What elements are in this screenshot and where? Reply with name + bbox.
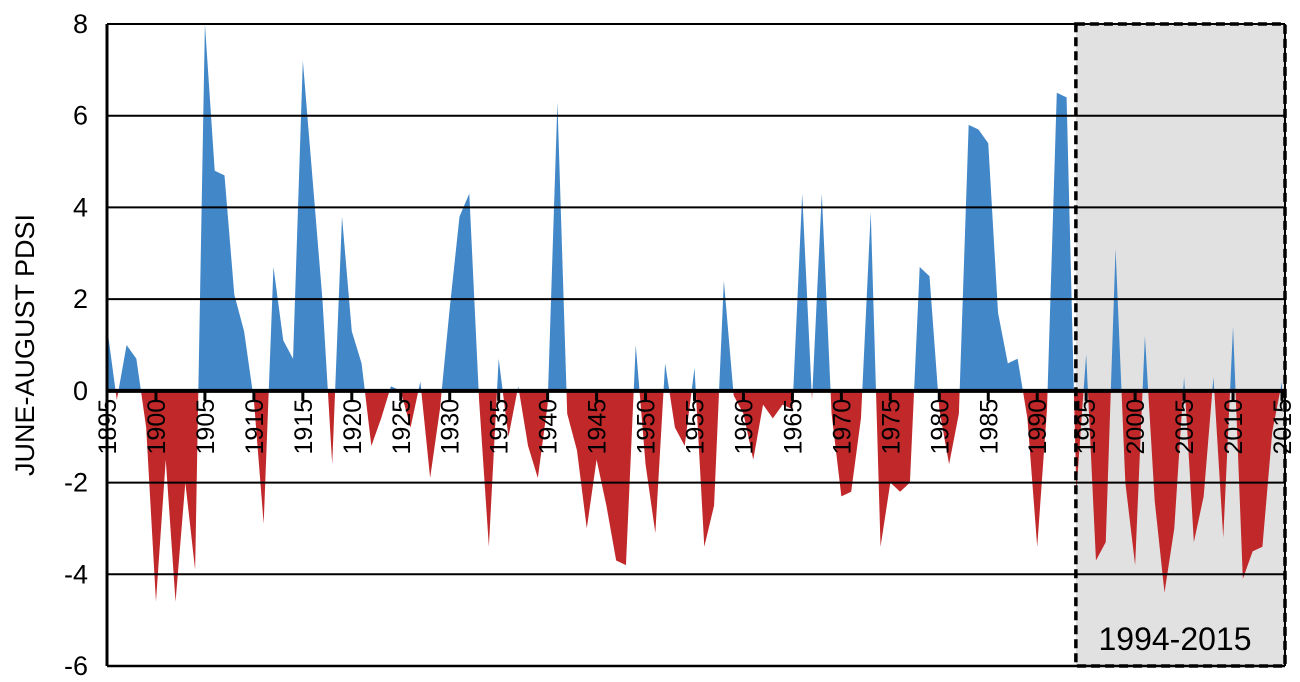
x-tick-label: 1940 [535,399,563,455]
x-tick-label: 1995 [1073,399,1101,455]
x-tick-label: 1970 [828,399,856,455]
x-tick-label: 1980 [926,399,954,455]
y-tick-label: 8 [73,9,88,39]
x-tick-label: 1985 [975,399,1003,455]
y-tick-label: 4 [73,192,88,222]
y-tick-label: 2 [73,284,88,314]
x-tick-label: 1955 [682,399,710,455]
x-tick-label: 1935 [486,399,514,455]
x-tick-label: 1895 [94,399,122,455]
x-tick-label: 1915 [290,399,318,455]
x-tick-label: 1925 [388,399,416,455]
x-axis-ticks: 1895 1900 1905 1910 1915 1920 1925 1930 1935 1940… [94,390,1297,455]
highlight-border [1074,22,1287,668]
x-tick-label: 1950 [633,399,661,455]
y-axis-label: JUNE-AUGUST PDSI [10,214,40,476]
y-axis-ticks: -6 -4 -2 0 2 4 6 8 [64,9,88,681]
highlight-period-label: 1994-2015 [1098,621,1251,657]
x-tick-label: 1930 [437,399,465,455]
y-tick-label: -4 [64,559,88,589]
x-tick-label: 1975 [877,399,905,455]
x-tick-label: 2005 [1171,399,1199,455]
y-tick-label: 0 [73,376,88,406]
x-tick-label: 1900 [143,399,171,455]
highlight-region [1075,24,1285,666]
x-tick-label: 1965 [779,399,807,455]
x-tick-label: 2010 [1220,399,1248,455]
x-tick-label: 1905 [192,399,220,455]
x-tick-label: 1960 [730,399,758,455]
y-tick-label: 6 [73,101,88,131]
x-tick-label: 2000 [1122,399,1150,455]
y-tick-label: -6 [64,651,88,681]
x-tick-label: 1990 [1024,399,1052,455]
y-tick-label: -2 [64,468,88,498]
x-tick-label: 1910 [241,399,269,455]
x-tick-label: 2015 [1269,399,1297,455]
x-tick-label: 1920 [339,399,367,455]
x-tick-label: 1945 [584,399,612,455]
